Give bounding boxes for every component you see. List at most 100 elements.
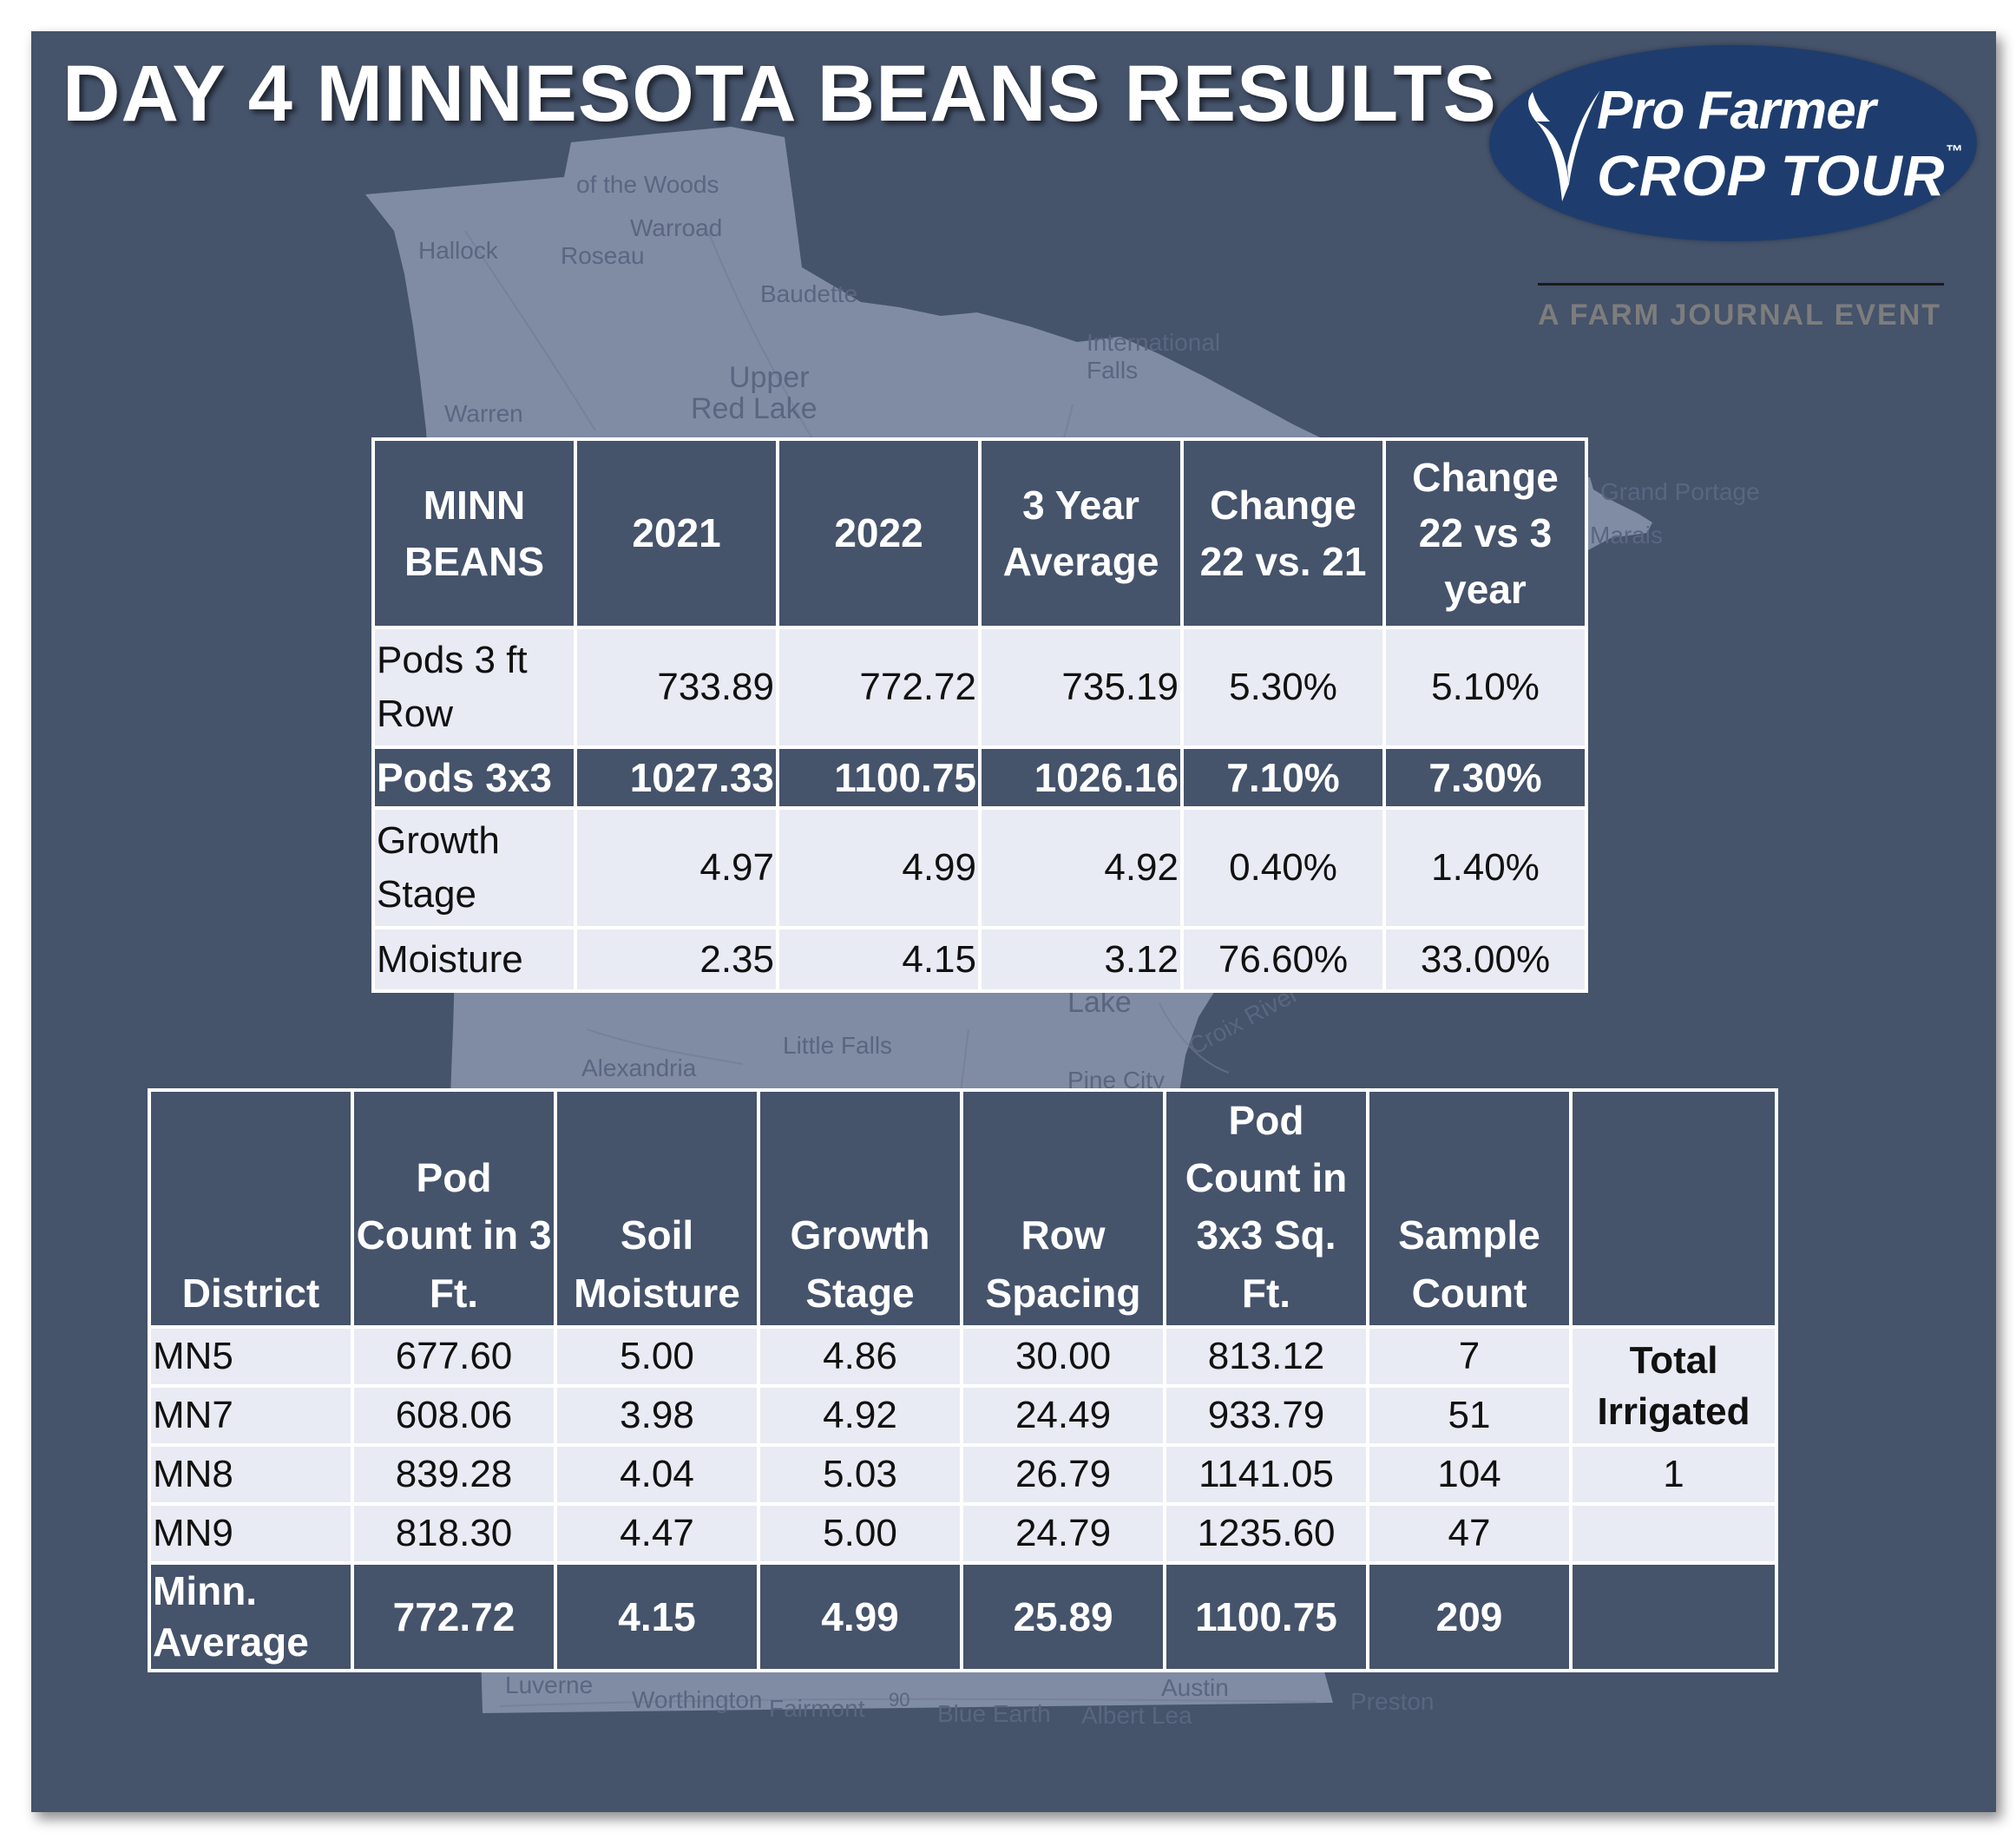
table-header-row: District Pod Count in 3 Ft. Soil Moistur… [148,1088,1778,1329]
irrigated-label: Total Irrigated [1569,1324,1778,1447]
district-table: District Pod Count in 3 Ft. Soil Moistur… [148,1088,1778,1672]
map-label: Alexandria [581,1054,697,1081]
column-header: MINN BEANS [371,437,577,629]
table-row: MN8 839.28 4.04 5.03 26.79 1141.05 104 1 [148,1442,1778,1506]
district-label: MN5 [148,1324,354,1388]
map-label: Luverne [505,1672,593,1698]
column-header: Change 22 vs 3 year [1382,437,1588,629]
district-label: MN7 [148,1383,354,1447]
table-cell: 4.97 [574,806,779,929]
table-cell: 3.98 [554,1383,760,1447]
logo-divider [1538,283,1944,286]
crop-tour-logo: Pro Farmer CROP TOUR™ A FARM JOURNAL EVE… [1489,45,1977,332]
table-cell: 933.79 [1163,1383,1369,1447]
table-cell: 4.04 [554,1442,760,1506]
table-cell: 25.89 [960,1560,1166,1672]
table-cell: 4.47 [554,1501,760,1565]
logo-subtitle: A FARM JOURNAL EVENT [1538,299,1942,332]
table-cell: 1026.16 [978,745,1184,810]
map-label: Upper [729,361,810,394]
logo-product-text: CROP TOUR [1597,143,1946,207]
logo-oval [1489,45,1977,241]
map-label: Red Lake [691,392,818,425]
table-cell: 772.72 [776,626,982,749]
map-label: Marais [1590,522,1663,548]
table-cell: 735.19 [978,626,1184,749]
table-cell: 7.10% [1180,745,1386,810]
summary-table: MINN BEANS 2021 2022 3 Year Average Chan… [371,437,1588,993]
table-cell: 1100.75 [776,745,982,810]
table-cell: 1100.75 [1163,1560,1369,1672]
column-header: Growth Stage [757,1088,963,1329]
table-cell: 608.06 [351,1383,557,1447]
map-label: Lake [1067,986,1132,1019]
table-cell: 0.40% [1180,806,1386,929]
table-cell: 1.40% [1382,806,1588,929]
table-cell: 26.79 [960,1442,1166,1506]
table-cell: 4.86 [757,1324,963,1388]
table-row: MN5 677.60 5.00 4.86 30.00 813.12 7 Tota… [148,1324,1778,1447]
table-cell: 76.60% [1180,926,1386,993]
logo-product: CROP TOUR™ [1597,142,1963,208]
table-cell: 4.92 [757,1383,963,1447]
column-header: Soil Moisture [554,1088,760,1329]
trademark: ™ [1945,142,1964,161]
map-label: Little Falls [783,1032,892,1059]
road [586,1028,744,1065]
map-label: Hallock [418,237,499,264]
table-cell: 5.10% [1382,626,1588,749]
map-label: Pine City [1067,1067,1165,1094]
table-cell: 4.92 [978,806,1184,929]
table-row-average: Minn. Average 772.72 4.15 4.99 25.89 110… [148,1560,1778,1672]
table-cell: 51 [1366,1383,1573,1447]
irrigated-value: 1 [1569,1442,1778,1506]
table-header-row: MINN BEANS 2021 2022 3 Year Average Chan… [371,437,1588,629]
map-label: Falls [1087,357,1138,384]
table-row: Pods 3 ft Row 733.89 772.72 735.19 5.30%… [371,626,1588,749]
column-header: Pod Count in 3x3 Sq. Ft. [1163,1088,1369,1329]
table-cell: 24.79 [960,1501,1166,1565]
row-label: Growth Stage [371,806,577,929]
map-label: Albert Lea [1081,1702,1192,1729]
map-label: of the Woods [576,171,719,198]
table-cell: 2.35 [574,926,779,993]
table-cell: 24.49 [960,1383,1166,1447]
road [707,230,813,440]
table-cell: 1141.05 [1163,1442,1369,1506]
table-cell: 209 [1366,1560,1573,1672]
table-cell: 7 [1366,1324,1573,1388]
map-label: International [1087,329,1220,356]
sprout-icon [1528,90,1600,201]
table-cell: 813.12 [1163,1324,1369,1388]
map-label: Austin [1161,1674,1229,1701]
table-cell: 4.99 [757,1560,963,1672]
map-label: 90 [889,1689,909,1711]
road [959,1028,969,1100]
road [464,230,596,431]
column-header: Row Spacing [960,1088,1166,1329]
table-cell: 772.72 [351,1560,557,1672]
table-cell: 33.00% [1382,926,1588,993]
column-header: District [148,1088,354,1329]
table-row: MN9 818.30 4.47 5.00 24.79 1235.60 47 [148,1501,1778,1565]
column-header: 2021 [574,437,779,629]
table-cell: 818.30 [351,1501,557,1565]
average-label: Minn. Average [148,1560,354,1672]
row-label: Moisture [371,926,577,993]
map-label: Baudette [760,280,857,307]
table-cell: 3.12 [978,926,1184,993]
column-header: Pod Count in 3 Ft. [351,1088,557,1329]
table-cell: 5.00 [757,1501,963,1565]
table-cell: 1027.33 [574,745,779,810]
empty-cell [1569,1560,1778,1672]
road [499,1698,1317,1707]
table-cell: 5.30% [1180,626,1386,749]
column-header: 3 Year Average [978,437,1184,629]
table-cell: 677.60 [351,1324,557,1388]
table-cell: 1235.60 [1163,1501,1369,1565]
district-label: MN8 [148,1442,354,1506]
column-header: Change 22 vs. 21 [1180,437,1386,629]
table-cell: 839.28 [351,1442,557,1506]
map-labels: of the Woods Warroad Hallock Roseau Baud… [418,171,1760,1729]
map-label: Warroad [630,214,722,241]
